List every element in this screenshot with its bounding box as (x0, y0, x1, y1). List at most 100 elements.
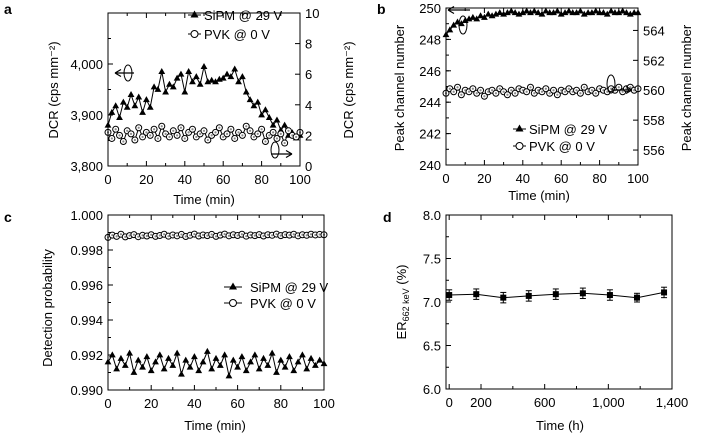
sipm-point (294, 358, 302, 365)
sipm-point (234, 363, 241, 370)
panel-a: a 0 20 40 60 80 100 3,800 3,900 4,000 0 2 4 6 8 10 SiP… (4, 1, 356, 207)
sipm-point (119, 98, 127, 105)
panel-d-x-tick-label: 200 (470, 395, 492, 410)
pvk-point-pattern (245, 235, 248, 238)
pvk-point-pattern (296, 234, 300, 237)
pvk-point-pattern (176, 234, 179, 237)
pvk-point-pattern (295, 135, 298, 139)
sipm-point (481, 13, 488, 20)
pvk-point-pattern (141, 135, 144, 139)
pvk-point-pattern (126, 129, 129, 132)
pvk-point-pattern (187, 131, 190, 134)
legend-triangle-sipm-b (515, 124, 524, 132)
sipm-point (592, 7, 600, 14)
panel-b-y-tick-label: 248 (419, 32, 441, 47)
panel-b-y-tick-label: 250 (419, 1, 441, 16)
panel-a-x-tick-label: 0 (104, 172, 111, 187)
pvk-point-pattern (621, 90, 624, 93)
arrow-right-pvk (271, 149, 293, 159)
pvk-point-pattern (275, 232, 278, 236)
pvk-point-pattern (252, 135, 256, 139)
panel-b-x-tick-label: 40 (516, 171, 530, 186)
legend-label-sipm: SiPM @ 29 V (204, 8, 283, 23)
pvk-point-pattern (540, 90, 544, 93)
panel-a-y2-tick-label: 6 (305, 67, 312, 82)
panel-d-x-tick-label: 600 (534, 395, 556, 410)
pvk-point-pattern (256, 132, 259, 135)
panel-b-x-tick-label: 20 (477, 171, 491, 186)
pvk-point-pattern (236, 234, 239, 237)
sipm-point (121, 361, 129, 368)
panel-c-y-tick-label: 0.998 (70, 243, 103, 258)
pvk-point-pattern (202, 129, 206, 132)
legend-circle-pvk-b (515, 142, 524, 150)
er-point (473, 291, 480, 298)
sipm-point (273, 116, 281, 123)
sipm-point (247, 358, 254, 365)
panel-d-y-tick-label: 7.5 (423, 252, 441, 267)
sipm-point (262, 106, 269, 113)
sipm-point (255, 365, 263, 372)
legend-label-pvk-c: PVK @ 0 V (250, 296, 316, 311)
sipm-point (154, 85, 162, 92)
sipm-point (147, 367, 155, 374)
sipm-point (577, 7, 584, 14)
sipm-point (507, 7, 515, 14)
sipm-point (199, 358, 207, 365)
sipm-point (242, 367, 250, 374)
pvk-point-pattern (590, 89, 594, 92)
pvk-point-pattern (318, 233, 321, 236)
arrow-left-sipm-ellipse (123, 64, 133, 82)
panel-b-y2-tick-label: 562 (643, 53, 665, 68)
sipm-point (307, 354, 315, 361)
sipm-point (523, 7, 531, 14)
sipm-point (265, 113, 273, 120)
panel-b-y2-tick-label: 560 (643, 83, 665, 98)
panel-d-letter: d (383, 209, 392, 225)
sipm-point (550, 9, 557, 16)
pvk-point-pattern (152, 128, 156, 131)
pvk-point-pattern (471, 87, 474, 90)
arrow-right-pvk-ellipse (270, 141, 280, 159)
pvk-point-pattern (233, 137, 236, 140)
pvk-point-pattern (245, 125, 248, 128)
pvk-point-pattern (483, 95, 486, 98)
sipm-point (242, 88, 250, 95)
sipm-point (108, 351, 116, 358)
legend-label-pvk-b: PVK @ 0 V (529, 139, 595, 154)
panel-d: d 0 200 600 1,000 1,400 6.0 6.5 7.0 7.5 8.0 Time … (383, 208, 688, 433)
panel-c-x-tick-label: 80 (274, 396, 288, 411)
panel-b-letter: b (377, 1, 386, 17)
panel-c-x-tick-label: 100 (313, 396, 335, 411)
pvk-point-pattern (214, 131, 217, 134)
sipm-point (299, 351, 306, 358)
pvk-point-pattern (249, 233, 252, 237)
panel-b-y-tick-label: 240 (419, 158, 441, 173)
panel-b-plot-area: 0 20 40 60 80 100 240 242 244 246 248 250 556 558 560 5… (419, 1, 664, 186)
panel-c-letter: c (4, 209, 12, 225)
pvk-point-pattern (145, 234, 148, 238)
panel-c-y-axis-title: Detection probability (40, 249, 55, 367)
panel-d-frame (445, 214, 673, 390)
sipm-point (465, 15, 473, 22)
sipm-point (116, 113, 123, 120)
sipm-point (219, 74, 227, 81)
arrow-left-sipm-b-ellipse (458, 15, 468, 35)
panel-a-x-tick-label: 20 (139, 172, 153, 187)
sipm-point (173, 349, 181, 356)
pvk-point-pattern (184, 235, 187, 238)
sipm-point (251, 351, 259, 358)
sipm-point (200, 62, 208, 69)
sipm-point (530, 7, 538, 14)
sipm-point (195, 367, 203, 374)
panel-d-x-tick-label: 1,400 (656, 395, 689, 410)
panel-a-x-tick-label: 40 (178, 172, 192, 187)
pvk-point-pattern (199, 132, 202, 135)
pvk-point-pattern (314, 233, 317, 237)
panel-d-plot-area: 0 200 600 1,000 1,400 6.0 6.5 7.0 7.5 8.0 (423, 208, 688, 410)
panel-c-legend: SiPM @ 29 V PVK @ 0 V (224, 280, 329, 311)
sipm-point (225, 372, 233, 379)
pvk-point-pattern (137, 235, 140, 238)
sipm-point (303, 365, 311, 372)
panel-d-y-tick-label: 8.0 (423, 208, 441, 223)
